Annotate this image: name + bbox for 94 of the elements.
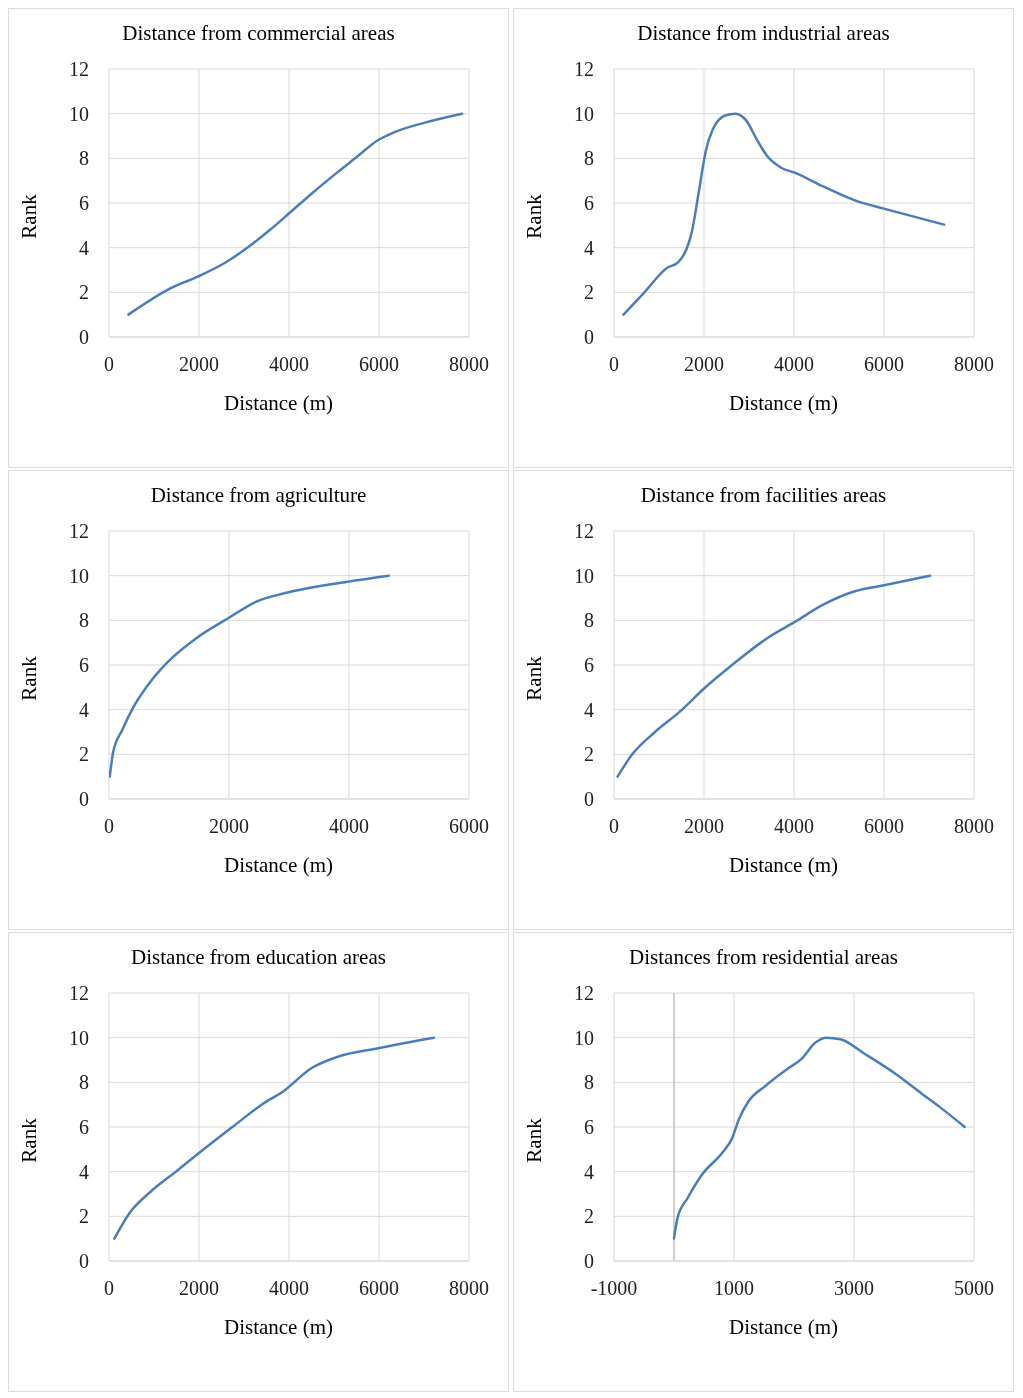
x-tick-label: 4000 [774, 353, 814, 376]
chart-title: Distance from agriculture [149, 483, 368, 509]
line-series [127, 112, 464, 316]
y-tick-label: 8 [584, 609, 594, 632]
line-series [109, 574, 390, 778]
x-tick-label: 6000 [864, 815, 904, 838]
x-tick-label: 2000 [684, 353, 724, 376]
x-tick-label: 6000 [359, 1277, 399, 1300]
x-tick-label: 0 [104, 815, 114, 838]
y-tick-label: 10 [574, 1026, 594, 1049]
x-tick-label: 4000 [269, 1277, 309, 1300]
y-tick-label: 10 [69, 1026, 89, 1049]
x-tick-label: 4000 [774, 815, 814, 838]
x-tick-label: 8000 [954, 353, 994, 376]
y-tick-label: 0 [79, 788, 89, 811]
y-axis-title: Rank [16, 655, 42, 701]
y-tick-label: 12 [69, 520, 89, 543]
y-tick-label: 12 [69, 58, 89, 81]
chart-title: Distance from commercial areas [121, 21, 396, 47]
x-tick-label: 1000 [714, 1277, 754, 1300]
y-tick-label: 0 [584, 326, 594, 349]
chart-title: Distance from industrial areas [636, 21, 891, 47]
y-axis-title: Rank [16, 193, 42, 239]
y-axis-title: Rank [16, 1117, 42, 1163]
y-axis-title: Rank [521, 655, 547, 701]
x-tick-label: 6000 [864, 353, 904, 376]
x-tick-label: 3000 [834, 1277, 874, 1300]
x-tick-label: 2000 [684, 815, 724, 838]
y-tick-label: 4 [584, 1160, 594, 1183]
x-tick-label: 8000 [954, 815, 994, 838]
x-axis-title: Distance (m) [727, 391, 839, 416]
y-tick-label: 2 [584, 281, 594, 304]
y-tick-label: 12 [574, 982, 594, 1005]
x-tick-label: 6000 [449, 815, 489, 838]
y-tick-label: 4 [584, 236, 594, 259]
y-tick-label: 8 [584, 1071, 594, 1094]
y-tick-label: 6 [584, 192, 594, 215]
line-series [672, 1036, 967, 1240]
y-tick-label: 0 [584, 1250, 594, 1273]
x-axis-title: Distance (m) [222, 1315, 334, 1340]
y-tick-label: 8 [79, 147, 89, 170]
x-tick-label: 2000 [209, 815, 249, 838]
x-tick-label: 5000 [954, 1277, 994, 1300]
x-tick-label: 2000 [179, 1277, 219, 1300]
y-axis-title: Rank [521, 1117, 547, 1163]
y-tick-label: 4 [79, 698, 89, 721]
y-tick-label: 8 [79, 609, 89, 632]
y-tick-label: 6 [584, 1116, 594, 1139]
y-tick-label: 10 [69, 564, 89, 587]
x-axis-title: Distance (m) [727, 853, 839, 878]
y-tick-label: 2 [79, 743, 89, 766]
y-tick-label: 8 [79, 1071, 89, 1094]
chart-title: Distances from residential areas [628, 945, 899, 971]
y-tick-label: 2 [79, 1205, 89, 1228]
x-tick-label: 8000 [449, 353, 489, 376]
y-tick-label: 12 [69, 982, 89, 1005]
line-series [622, 112, 946, 316]
x-tick-label: 0 [609, 353, 619, 376]
x-tick-label: 0 [104, 1277, 114, 1300]
x-tick-label: 0 [104, 353, 114, 376]
y-tick-label: 4 [79, 1160, 89, 1183]
y-tick-label: 12 [574, 58, 594, 81]
y-tick-label: 10 [69, 102, 89, 125]
chart-title: Distance from education areas [130, 945, 387, 971]
y-tick-label: 2 [584, 743, 594, 766]
y-tick-label: 2 [584, 1205, 594, 1228]
y-tick-label: 6 [79, 654, 89, 677]
x-axis-title: Distance (m) [727, 1315, 839, 1340]
y-tick-label: 0 [79, 326, 89, 349]
x-tick-label: 6000 [359, 353, 399, 376]
x-axis-title: Distance (m) [222, 391, 334, 416]
y-tick-label: 6 [79, 1116, 89, 1139]
y-tick-label: 6 [584, 654, 594, 677]
y-tick-label: 12 [574, 520, 594, 543]
x-tick-label: 0 [609, 815, 619, 838]
y-tick-label: 6 [79, 192, 89, 215]
x-tick-label: 2000 [179, 353, 219, 376]
y-tick-label: 8 [584, 147, 594, 170]
y-axis-title: Rank [521, 193, 547, 239]
y-tick-label: 0 [79, 1250, 89, 1273]
x-tick-label: 4000 [269, 353, 309, 376]
y-tick-label: 10 [574, 564, 594, 587]
y-tick-label: 10 [574, 102, 594, 125]
x-tick-label: 8000 [449, 1277, 489, 1300]
line-series [616, 574, 932, 778]
x-tick-label: 4000 [329, 815, 369, 838]
y-tick-label: 2 [79, 281, 89, 304]
x-axis-title: Distance (m) [222, 853, 334, 878]
y-tick-label: 0 [584, 788, 594, 811]
chart-title: Distance from facilities areas [639, 483, 888, 509]
line-series [113, 1036, 436, 1240]
y-tick-label: 4 [584, 698, 594, 721]
x-tick-label: -1000 [590, 1277, 638, 1300]
y-tick-label: 4 [79, 236, 89, 259]
